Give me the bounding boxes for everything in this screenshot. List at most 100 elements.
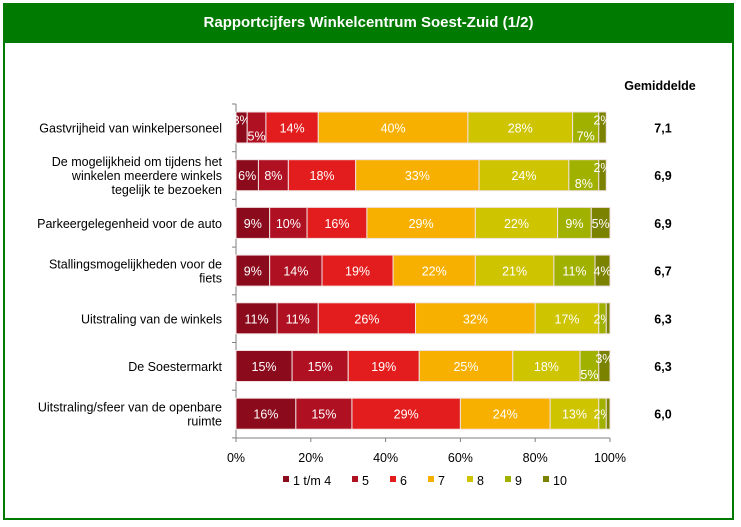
bar-segment [549,397,600,430]
bar-segment [291,350,349,382]
bar-segment [598,350,611,382]
data-label: 9% [565,217,583,231]
bar-segment [235,254,271,287]
data-label: 13% [562,408,587,422]
data-label: 32% [463,312,488,326]
data-label: 22% [422,265,447,279]
bar-segment [418,350,514,382]
chart-title: Rapportcijfers Winkelcentrum Soest-Zuid … [3,3,734,43]
legend-label: 8 [477,474,484,488]
legend-label: 7 [438,474,445,488]
data-label: 21% [502,265,527,279]
data-label: 2% [593,114,611,128]
data-label: 19% [371,360,396,374]
average-value: 6,9 [654,217,671,231]
data-label: 5% [248,130,266,144]
bar-segment [467,111,574,144]
category-label: Stallingsmogelijkheden voor de [49,258,222,272]
data-label: 14% [283,265,308,279]
bar-segment [534,302,600,335]
legend-swatch [352,476,358,482]
average-header: Gemiddelde [624,79,696,93]
bar-segment [235,206,271,239]
bar-segment [347,350,420,382]
bar-segment [269,206,308,239]
legend-label: 6 [400,474,407,488]
data-label: 18% [534,360,559,374]
data-label: 18% [310,169,335,183]
legend-swatch [390,476,396,482]
x-tick-label: 0% [227,451,245,465]
category-label: Parkeergelegenheid voor de auto [37,217,222,231]
bar-segment [553,254,596,287]
data-label: 24% [493,408,518,422]
category-label: tegelijk te bezoeken [112,183,223,197]
data-label: 19% [345,265,370,279]
data-label: 14% [280,122,305,136]
bar-segment [295,397,353,430]
category-label: winkelen meerdere winkels [71,169,222,183]
category-label: De mogelijkheid om tijdens het [52,155,223,169]
legend-label: 9 [515,474,522,488]
data-label: 17% [554,312,579,326]
x-tick-label: 60% [448,451,473,465]
legend-label: 5 [362,474,369,488]
bar-segment [605,397,611,430]
data-label: 4% [593,265,611,279]
legend-swatch [283,476,289,482]
category-label: Gastvrijheid van winkelpersoneel [39,122,222,136]
bar-segment [355,159,480,192]
bar-segment [287,159,357,192]
data-label: 26% [354,312,379,326]
legend-label: 1 t/m 4 [293,474,331,488]
bar-segment [594,254,611,287]
bar-segment [392,254,476,287]
data-label: 5% [592,217,610,231]
data-label: 15% [252,360,277,374]
x-tick-label: 20% [298,451,323,465]
data-label: 3% [595,352,613,366]
category-label: De Soestermarkt [128,360,222,374]
bar-segment [317,302,417,335]
legend-swatch [467,476,473,482]
bar-segment [478,159,570,192]
average-value: 6,3 [654,360,671,374]
data-label: 8% [264,169,282,183]
data-label: 2% [593,161,611,175]
data-label: 16% [253,408,278,422]
data-label: 8% [575,177,593,191]
data-label: 40% [381,122,406,136]
average-value: 6,7 [654,265,671,279]
data-label: 15% [308,360,333,374]
bar-segment [235,397,297,430]
bar-segment [474,254,555,287]
data-label: 7% [577,130,595,144]
bar-segment [415,302,536,335]
x-tick-label: 80% [523,451,548,465]
data-label: 33% [405,169,430,183]
bar-segment [557,206,592,239]
data-label: 9% [244,265,262,279]
data-label: 15% [311,408,336,422]
x-tick-label: 40% [373,451,398,465]
bar-segment [598,159,607,192]
bar-segment [321,254,394,287]
bar-segment [598,111,607,144]
bar-segment [366,206,476,239]
category-label: fiets [199,272,222,286]
average-value: 6,9 [654,169,671,183]
average-value: 6,0 [654,408,671,422]
x-tick-label: 100% [594,451,626,465]
data-label: 29% [394,408,419,422]
data-label: 11% [286,312,310,326]
data-label: 5% [580,368,598,382]
data-label: 9% [244,217,262,231]
category-label: ruimte [187,415,222,429]
data-label: 24% [511,169,536,183]
average-value: 6,3 [654,312,671,326]
bar-segment [512,350,581,382]
category-label: Uitstraling/sfeer van de openbare [38,401,222,415]
bar-segment [351,397,461,430]
bar-segment [257,159,289,192]
